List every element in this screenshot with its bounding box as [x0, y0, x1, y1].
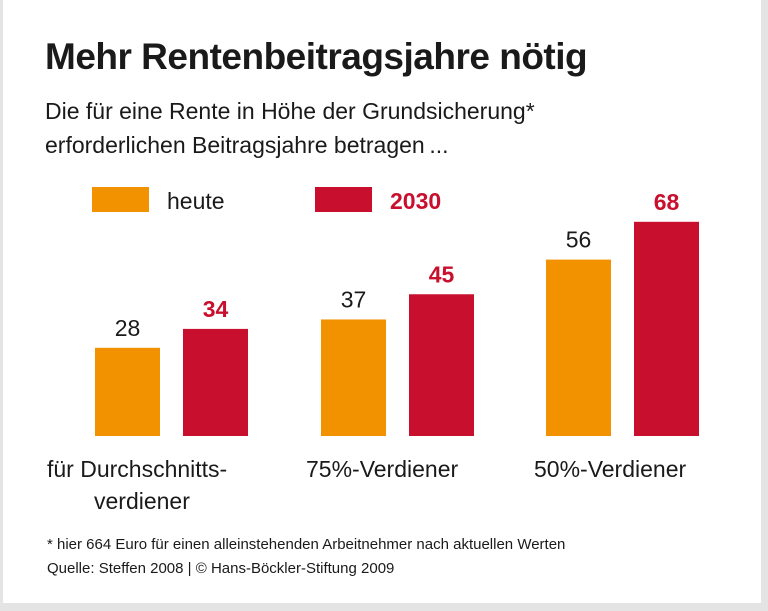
legend-label-2030: 2030	[390, 188, 441, 214]
bar-heute-1	[321, 319, 386, 436]
category-label: verdiener	[94, 488, 190, 514]
legend-label-heute: heute	[167, 188, 225, 214]
footnote: * hier 664 Euro für einen alleinstehende…	[47, 536, 566, 553]
chart-title: Mehr Rentenbeitragsjahre nötig	[45, 36, 588, 77]
data-label: 37	[341, 286, 367, 312]
bar-heute-0	[95, 347, 160, 436]
subtitle-line-1: Die für eine Rente in Höhe der Grundsich…	[45, 98, 535, 124]
bar-2030-0	[183, 328, 248, 436]
legend-swatch-heute	[92, 187, 149, 212]
source: Quelle: Steffen 2008 | © Hans-Böckler-St…	[47, 560, 395, 577]
data-label: 68	[654, 189, 680, 215]
subtitle-line-2: erforderlichen Beitragsjahre betragen ..…	[45, 132, 449, 158]
data-label: 56	[566, 227, 592, 253]
bar-2030-2	[634, 221, 699, 436]
category-label: 75%-Verdiener	[306, 456, 458, 482]
data-label: 45	[429, 261, 455, 287]
data-label: 34	[203, 296, 229, 322]
category-label: für Durchschnitts-	[47, 456, 227, 482]
legend-swatch-2030	[315, 187, 372, 212]
bar-2030-1	[409, 294, 474, 436]
category-label: 50%-Verdiener	[534, 456, 686, 482]
bar-heute-2	[546, 259, 611, 436]
data-label: 28	[115, 315, 141, 341]
